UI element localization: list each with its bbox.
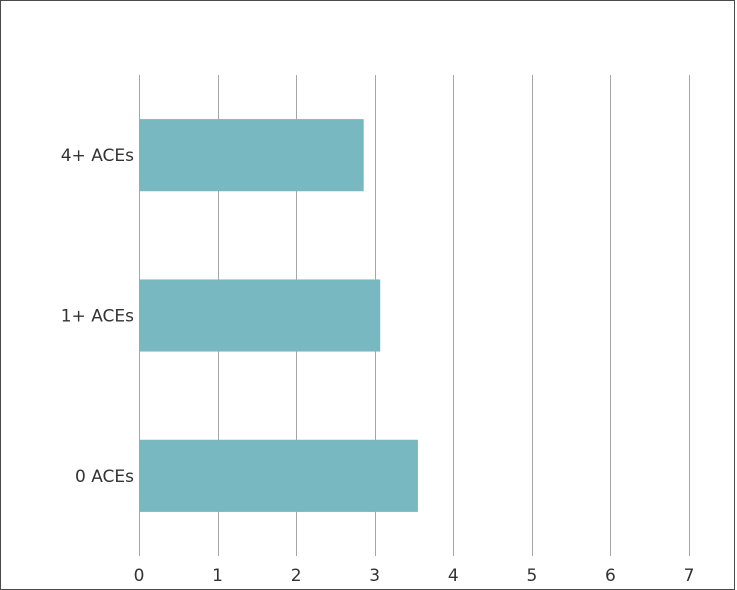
x-tick-label-5: 5 [526,566,537,582]
x-tick-labels: 0 1 2 3 4 5 6 7 [134,566,695,582]
category-label-4-aces: 4+ ACEs [61,146,134,166]
x-tick-label-1: 1 [212,566,223,582]
bar-1-aces [139,279,381,352]
bar-0-aces [139,439,418,512]
x-tick-label-3: 3 [369,566,380,582]
bars [139,119,418,512]
bar-4-aces [139,119,364,192]
x-tick-label-6: 6 [605,566,616,582]
category-label-0-aces: 0 ACEs [75,467,134,487]
x-tick-label-0: 0 [134,566,145,582]
category-label-1-aces: 1+ ACEs [61,307,134,327]
x-tick-label-2: 2 [291,566,302,582]
x-tick-label-4: 4 [448,566,459,582]
category-labels: 0 ACEs 1+ ACEs 4+ ACEs [61,146,134,487]
x-tick-label-7: 7 [684,566,695,582]
